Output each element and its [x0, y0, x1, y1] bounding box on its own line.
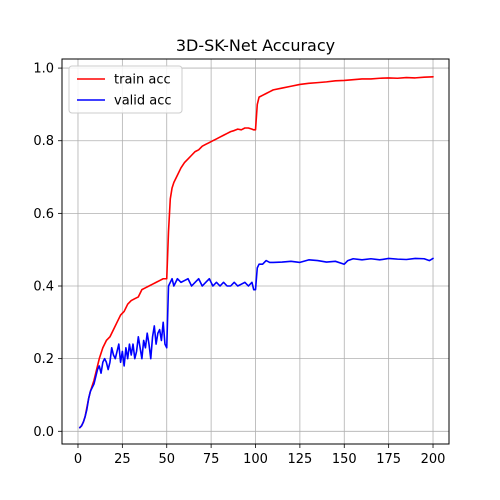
- y-tick-label: 1.0: [33, 62, 54, 77]
- x-tick-label: 100: [243, 452, 268, 467]
- axis-ticks: 0 25 50 75 100 125 150 175 200 0.0 0.2 0.4 0.6 0.8 1.0: [33, 62, 445, 467]
- y-tick-label: 0.2: [33, 352, 54, 367]
- series-line-train-acc: [80, 77, 433, 428]
- chart-title: 3D-SK-Net Accuracy: [176, 36, 335, 55]
- x-tick-label: 0: [74, 452, 82, 467]
- x-tick-label: 175: [376, 452, 401, 467]
- legend-label: valid acc: [114, 94, 172, 109]
- x-tick-label: 25: [114, 452, 131, 467]
- x-tick-label: 50: [158, 452, 175, 467]
- series-lines: [80, 77, 433, 428]
- x-tick-label: 125: [287, 452, 312, 467]
- grid-lines: [62, 59, 449, 444]
- x-tick-label: 200: [421, 452, 446, 467]
- y-tick-label: 0.6: [33, 207, 54, 222]
- series-line-valid-acc: [80, 258, 433, 427]
- y-tick-label: 0.0: [33, 425, 54, 440]
- y-tick-label: 0.8: [33, 134, 54, 149]
- y-tick-label: 0.4: [33, 280, 54, 295]
- legend-label: train acc: [114, 73, 171, 88]
- x-tick-label: 75: [203, 452, 220, 467]
- legend: train acc valid acc: [69, 66, 182, 113]
- x-tick-label: 150: [332, 452, 357, 467]
